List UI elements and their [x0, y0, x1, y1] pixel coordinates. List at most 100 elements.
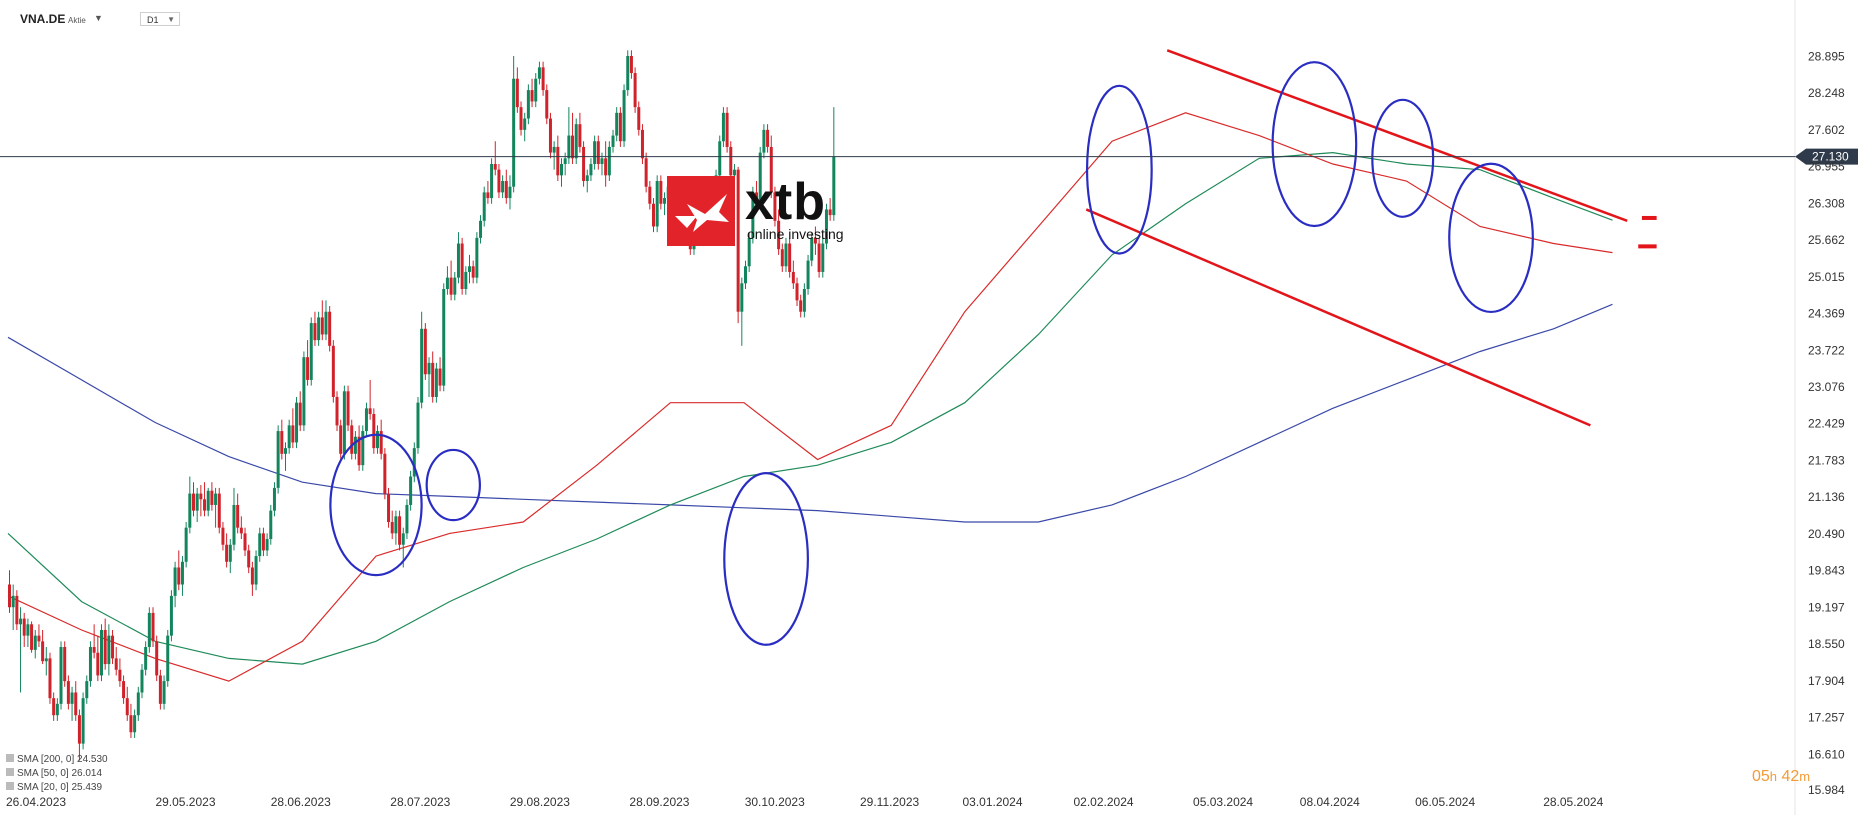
candle	[593, 135, 597, 170]
candle-body	[504, 181, 508, 199]
candle-body	[607, 146, 611, 176]
candle-body	[589, 163, 593, 176]
candle	[582, 141, 586, 187]
candle	[8, 570, 11, 613]
candle	[85, 675, 89, 704]
candle	[346, 385, 350, 432]
candle-body	[342, 391, 346, 454]
candle-body	[214, 493, 218, 505]
candle-body	[302, 357, 306, 426]
candle	[272, 482, 276, 517]
candle	[545, 84, 549, 125]
x-tick-label: 03.01.2024	[962, 795, 1022, 809]
candle-body	[560, 163, 563, 176]
y-tick-label: 24.369	[1808, 306, 1845, 320]
y-tick-label: 17.904	[1808, 674, 1845, 688]
candle	[372, 408, 376, 454]
candle	[236, 493, 240, 534]
candle-body	[387, 493, 391, 522]
candle-body	[125, 698, 129, 716]
candle	[427, 357, 431, 397]
candle	[490, 158, 494, 204]
candle	[239, 516, 243, 540]
candle-body	[582, 146, 586, 182]
candle	[718, 135, 722, 182]
y-tick-label: 26.308	[1808, 196, 1845, 210]
candle-body	[611, 135, 615, 147]
candle	[169, 590, 173, 642]
candle-body	[33, 635, 37, 650]
legend-sma200[interactable]: SMA [200, 0] 24.530	[6, 754, 108, 765]
y-tick-label: 18.550	[1808, 637, 1845, 651]
candle-body	[828, 209, 832, 216]
candle	[552, 141, 556, 170]
candle	[640, 124, 644, 164]
timeframe-select[interactable]: D1 ▼	[140, 12, 180, 26]
candle	[33, 629, 37, 659]
candle	[456, 232, 460, 284]
candle	[810, 232, 814, 267]
candle-body	[497, 169, 501, 193]
trend-channel-line	[1085, 208, 1591, 427]
candle-body	[232, 504, 236, 545]
candle	[129, 703, 133, 738]
candle-body	[766, 129, 770, 147]
symbol-label[interactable]: VNA.DE	[20, 12, 66, 26]
candle-body	[173, 567, 177, 596]
candle	[755, 181, 759, 210]
candle-body	[100, 629, 103, 676]
candle-body	[637, 107, 641, 130]
xtb-logo-mark	[667, 176, 735, 246]
candle	[633, 67, 637, 113]
candle	[19, 607, 23, 693]
y-tick-label: 21.783	[1808, 453, 1845, 467]
candle-body	[493, 163, 497, 170]
symbol-dropdown-icon[interactable]: ▼	[94, 13, 103, 23]
sma-settings-icon[interactable]	[6, 754, 14, 762]
candle	[77, 709, 81, 761]
sma-settings-icon[interactable]	[6, 768, 14, 776]
candle	[828, 198, 832, 221]
candle	[806, 254, 810, 295]
candle	[751, 186, 755, 244]
highlight-circle	[425, 448, 481, 522]
candle-body	[339, 425, 343, 454]
candle	[504, 169, 508, 204]
candle-body	[501, 181, 505, 193]
sma-settings-icon[interactable]	[6, 782, 14, 790]
legend-sma50[interactable]: SMA [50, 0] 26.014	[6, 768, 102, 779]
candle	[214, 487, 218, 528]
candle-body	[736, 169, 740, 312]
candle-body	[548, 118, 552, 153]
candle-body	[107, 635, 111, 665]
legend-sma20[interactable]: SMA [20, 0] 25.439	[6, 782, 102, 793]
candle	[70, 686, 74, 721]
candle-body	[331, 345, 335, 397]
candle	[501, 175, 505, 199]
candle-body	[217, 493, 221, 528]
candle-body	[243, 533, 247, 551]
candle-body	[383, 453, 387, 494]
candle	[777, 209, 781, 255]
candle-body	[445, 277, 449, 289]
candle-body	[155, 641, 159, 676]
candle-body	[574, 124, 578, 159]
candle	[66, 675, 70, 710]
candle	[166, 629, 170, 687]
candle	[48, 652, 52, 704]
candle	[537, 61, 541, 85]
candle	[317, 311, 321, 346]
candle-body	[317, 317, 321, 341]
candle	[44, 647, 48, 676]
candle	[250, 561, 254, 596]
legend-sma20-text: SMA [20, 0] 25.439	[17, 782, 103, 793]
candle-body	[158, 675, 162, 704]
x-tick-label: 28.06.2023	[271, 795, 331, 809]
candle	[747, 232, 751, 272]
candle	[122, 675, 126, 704]
candle	[626, 50, 630, 96]
candle	[556, 135, 560, 182]
y-tick-label: 22.429	[1808, 417, 1845, 431]
candle	[515, 67, 519, 113]
